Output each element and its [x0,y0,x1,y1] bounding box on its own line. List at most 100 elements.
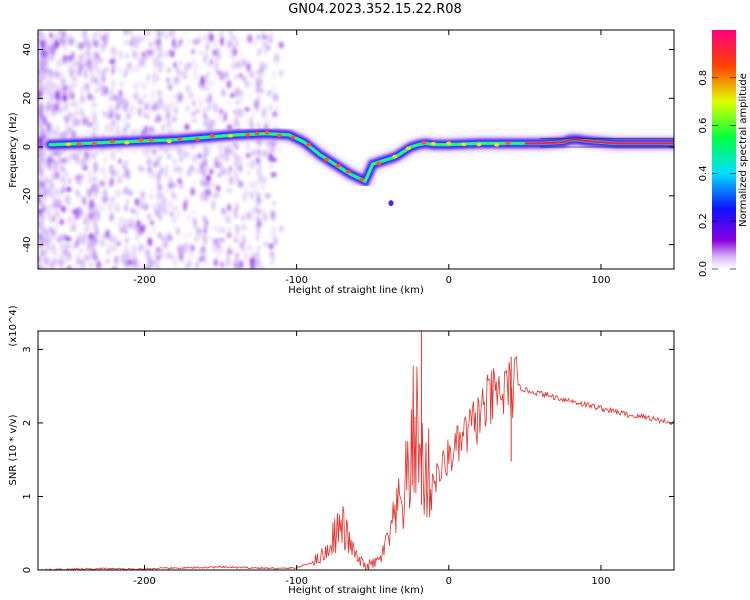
spectrogram-noise-blob [133,263,140,269]
spectrogram-streak-blob [235,224,239,230]
spectrogram-y-tick-label: -40 [22,236,33,252]
spectrogram-noise-blob [132,222,138,232]
spectrogram-noise-blob [49,70,53,80]
spectrogram-noise-blob [41,52,46,59]
spectrogram-noise-blob [119,225,123,235]
spectrogram-streak-blob [203,236,207,242]
spectrogram-streak-blob [256,82,260,88]
spectrogram-streak-blob [232,109,236,115]
spectrogram-noise-blob [113,256,120,266]
spectrogram-noise-blob [82,254,89,261]
spectrogram-streak-blob [257,193,261,199]
spectrogram-noise-blob [109,88,115,96]
spectrogram-streak-blob [202,112,206,118]
spectrogram-streak-blob [235,40,239,46]
spectrogram-noise-blob [89,102,94,111]
spectrogram-noise-blob [75,175,81,185]
spectrogram-noise-blob [216,249,221,259]
spectrogram-noise-blob [263,240,268,247]
spectrogram-noise-blob [165,84,172,90]
spectrogram-noise-blob [83,68,89,79]
spectrogram-streak-blob [233,142,237,148]
spectrogram-streak-blob [255,236,259,242]
spectrogram-noise-blob [205,78,210,84]
spectrogram-hot-spot [335,163,341,168]
spectrogram-noise-blob [239,50,244,57]
spectrogram-noise-blob [87,233,94,240]
spectrogram-streak-blob [204,73,208,79]
spectrogram-noise-blob [213,62,219,72]
spectrogram-noise-blob [163,169,168,176]
spectrogram-streak-blob [125,255,129,261]
spectrogram-streak-blob [93,220,97,226]
spectrogram-noise-blob [198,248,203,255]
spectrogram-noise-blob [129,251,135,260]
spectrogram-noise-blob [192,57,196,65]
spectrogram-noise-blob [242,76,247,83]
spectrogram-noise-blob [221,167,227,173]
spectrogram-hot-spot [109,139,115,144]
spectrogram-noise-blob [43,37,48,44]
spectrogram-noise-blob [262,116,268,122]
spectrogram-streak-blob [159,48,163,54]
spectrogram-peak-line [524,138,674,145]
spectrogram-noise-blob [226,79,232,89]
spectrogram-noise-blob [68,82,72,93]
spectrogram-noise-blob [49,261,55,269]
spectrogram-noise-blob [61,187,65,195]
spectrogram-streak-blob [158,42,162,48]
spectrogram-noise-blob [113,50,119,56]
spectrogram-streak-blob [233,44,237,50]
spectrogram-noise-blob [39,230,46,236]
spectrogram-hot-spot [245,133,251,137]
spectrogram-noise-blob [193,63,199,73]
spectrogram-noise-blob [44,117,48,124]
spectrogram-noise-blob [228,176,235,185]
spectrogram-noise-blob [111,246,117,252]
spectrogram-noise-blob [191,99,197,108]
spectrogram-noise-blob [194,108,201,114]
spectrogram-noise-blob [241,214,245,222]
spectrogram-noise-blob [41,133,48,140]
spectrogram-streak-blob [125,260,129,266]
spectrogram-noise-blob [278,225,284,232]
spectrogram-noise-blob [172,158,176,166]
spectrogram-hot-spot [359,177,365,182]
spectrogram-noise-blob [140,224,146,233]
spectrogram-noise-blob [82,217,88,226]
spectrogram-noise-blob [46,204,53,211]
spectrogram-streak-blob [203,223,207,229]
spectrogram-noise-blob [258,159,262,164]
spectrogram-noise-blob [41,181,45,190]
spectrogram-noise-blob [185,84,190,93]
spectrogram-noise-blob [78,63,85,70]
spectrogram-noise-blob [191,48,195,55]
spectrogram-noise-blob [143,125,150,135]
spectrogram-noise-blob [178,170,183,180]
spectrogram-noise-blob [161,101,167,111]
spectrogram-noise-blob [218,172,222,177]
spectrogram-noise-blob [209,80,216,87]
spectrogram-streak-blob [157,204,161,210]
spectrogram-noise-blob [108,214,112,220]
snr-y-tick-label: 1 [22,493,33,499]
spectrogram-noise-blob [114,221,118,227]
spectrogram-noise-blob [215,158,219,165]
spectrogram-noise-blob [114,236,119,245]
spectrogram-noise-blob [101,206,106,212]
spectrogram-noise-blob [38,102,44,111]
spectrogram-noise-blob [38,108,43,118]
spectrogram-noise-blob [213,192,220,199]
spectrogram-noise-blob [156,76,160,82]
spectrogram-noise-blob [100,237,105,248]
spectrogram-noise-blob [133,65,139,73]
spectrogram-noise-blob [223,111,227,121]
spectrogram-noise-blob [148,41,154,47]
spectrogram-streak-blob [95,266,99,269]
spectrogram-noise-blob [38,208,43,214]
spectrogram-noise-blob [241,233,245,243]
spectrogram-noise-blob [62,95,67,101]
spectrogram-hot-spot [194,137,200,142]
spectrogram-noise-blob [90,72,96,83]
